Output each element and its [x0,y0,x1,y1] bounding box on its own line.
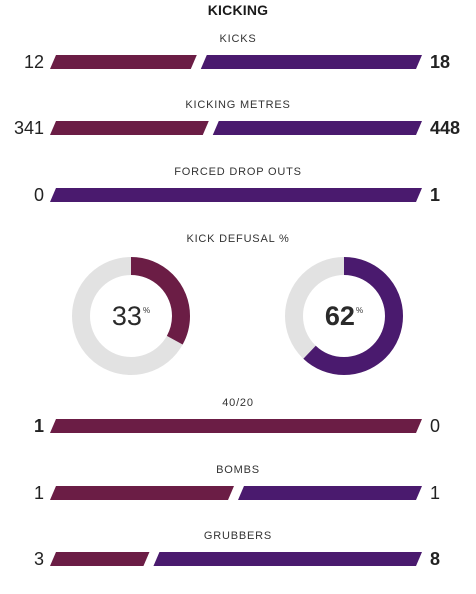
home-value: 1 [33,416,44,436]
home-value: 12 [23,52,44,72]
home-bar [50,486,234,500]
stat-row-forced-drop-outs: FORCED DROP OUTS 0 1 [0,166,476,216]
stat-row-grubbers: GRUBBERS 3 8 [0,530,476,580]
away-bar [212,121,422,135]
section-title: KICKING [207,2,269,18]
away-bar [200,55,422,69]
home-defusal-value: 33 [111,300,142,331]
away-bar [238,486,422,500]
donut-arc [285,257,403,375]
home-value: 3 [33,549,44,569]
away-value: 0 [430,416,441,436]
home-value: 341 [13,118,44,138]
comparison-bar [50,121,422,135]
stat-row-kicks: KICKS 12 18 [0,33,476,83]
away-value: 8 [430,549,441,569]
stat-label: KICKS [219,33,257,45]
away-bar [50,188,422,202]
stat-label: BOMBS [216,464,260,476]
kick-defusal-label: KICK DEFUSAL % [186,233,290,245]
comparison-bar [50,486,422,500]
stat-label: KICKING METRES [185,99,291,111]
home-bar [50,552,150,566]
home-value: 1 [33,483,44,503]
stat-row-40-20: 40/20 1 0 [0,397,476,447]
home-value: 0 [33,185,44,205]
away-bar [153,552,422,566]
away-value: 1 [430,185,441,205]
percent-sign: % [355,305,364,315]
stat-row-bombs: BOMBS 1 1 [0,464,476,514]
stat-label: FORCED DROP OUTS [174,166,302,178]
home-bar [50,55,197,69]
stat-label: 40/20 [222,397,254,409]
comparison-bar [50,419,422,433]
away-value: 1 [430,483,441,503]
comparison-bar [50,552,422,566]
home-bar [50,121,209,135]
home-defusal-donut: 33 % [71,256,191,376]
away-value: 448 [430,118,461,138]
away-value: 18 [430,52,451,72]
stat-row-kicking-metres: KICKING METRES 341 448 [0,99,476,149]
comparison-bar [50,55,422,69]
away-defusal-donut: 62 % [284,256,404,376]
percent-sign: % [142,305,151,315]
away-defusal-value: 62 [324,300,355,331]
donut-arc [72,257,190,375]
home-bar [50,419,422,433]
stat-label: GRUBBERS [203,530,273,542]
comparison-bar [50,188,422,202]
